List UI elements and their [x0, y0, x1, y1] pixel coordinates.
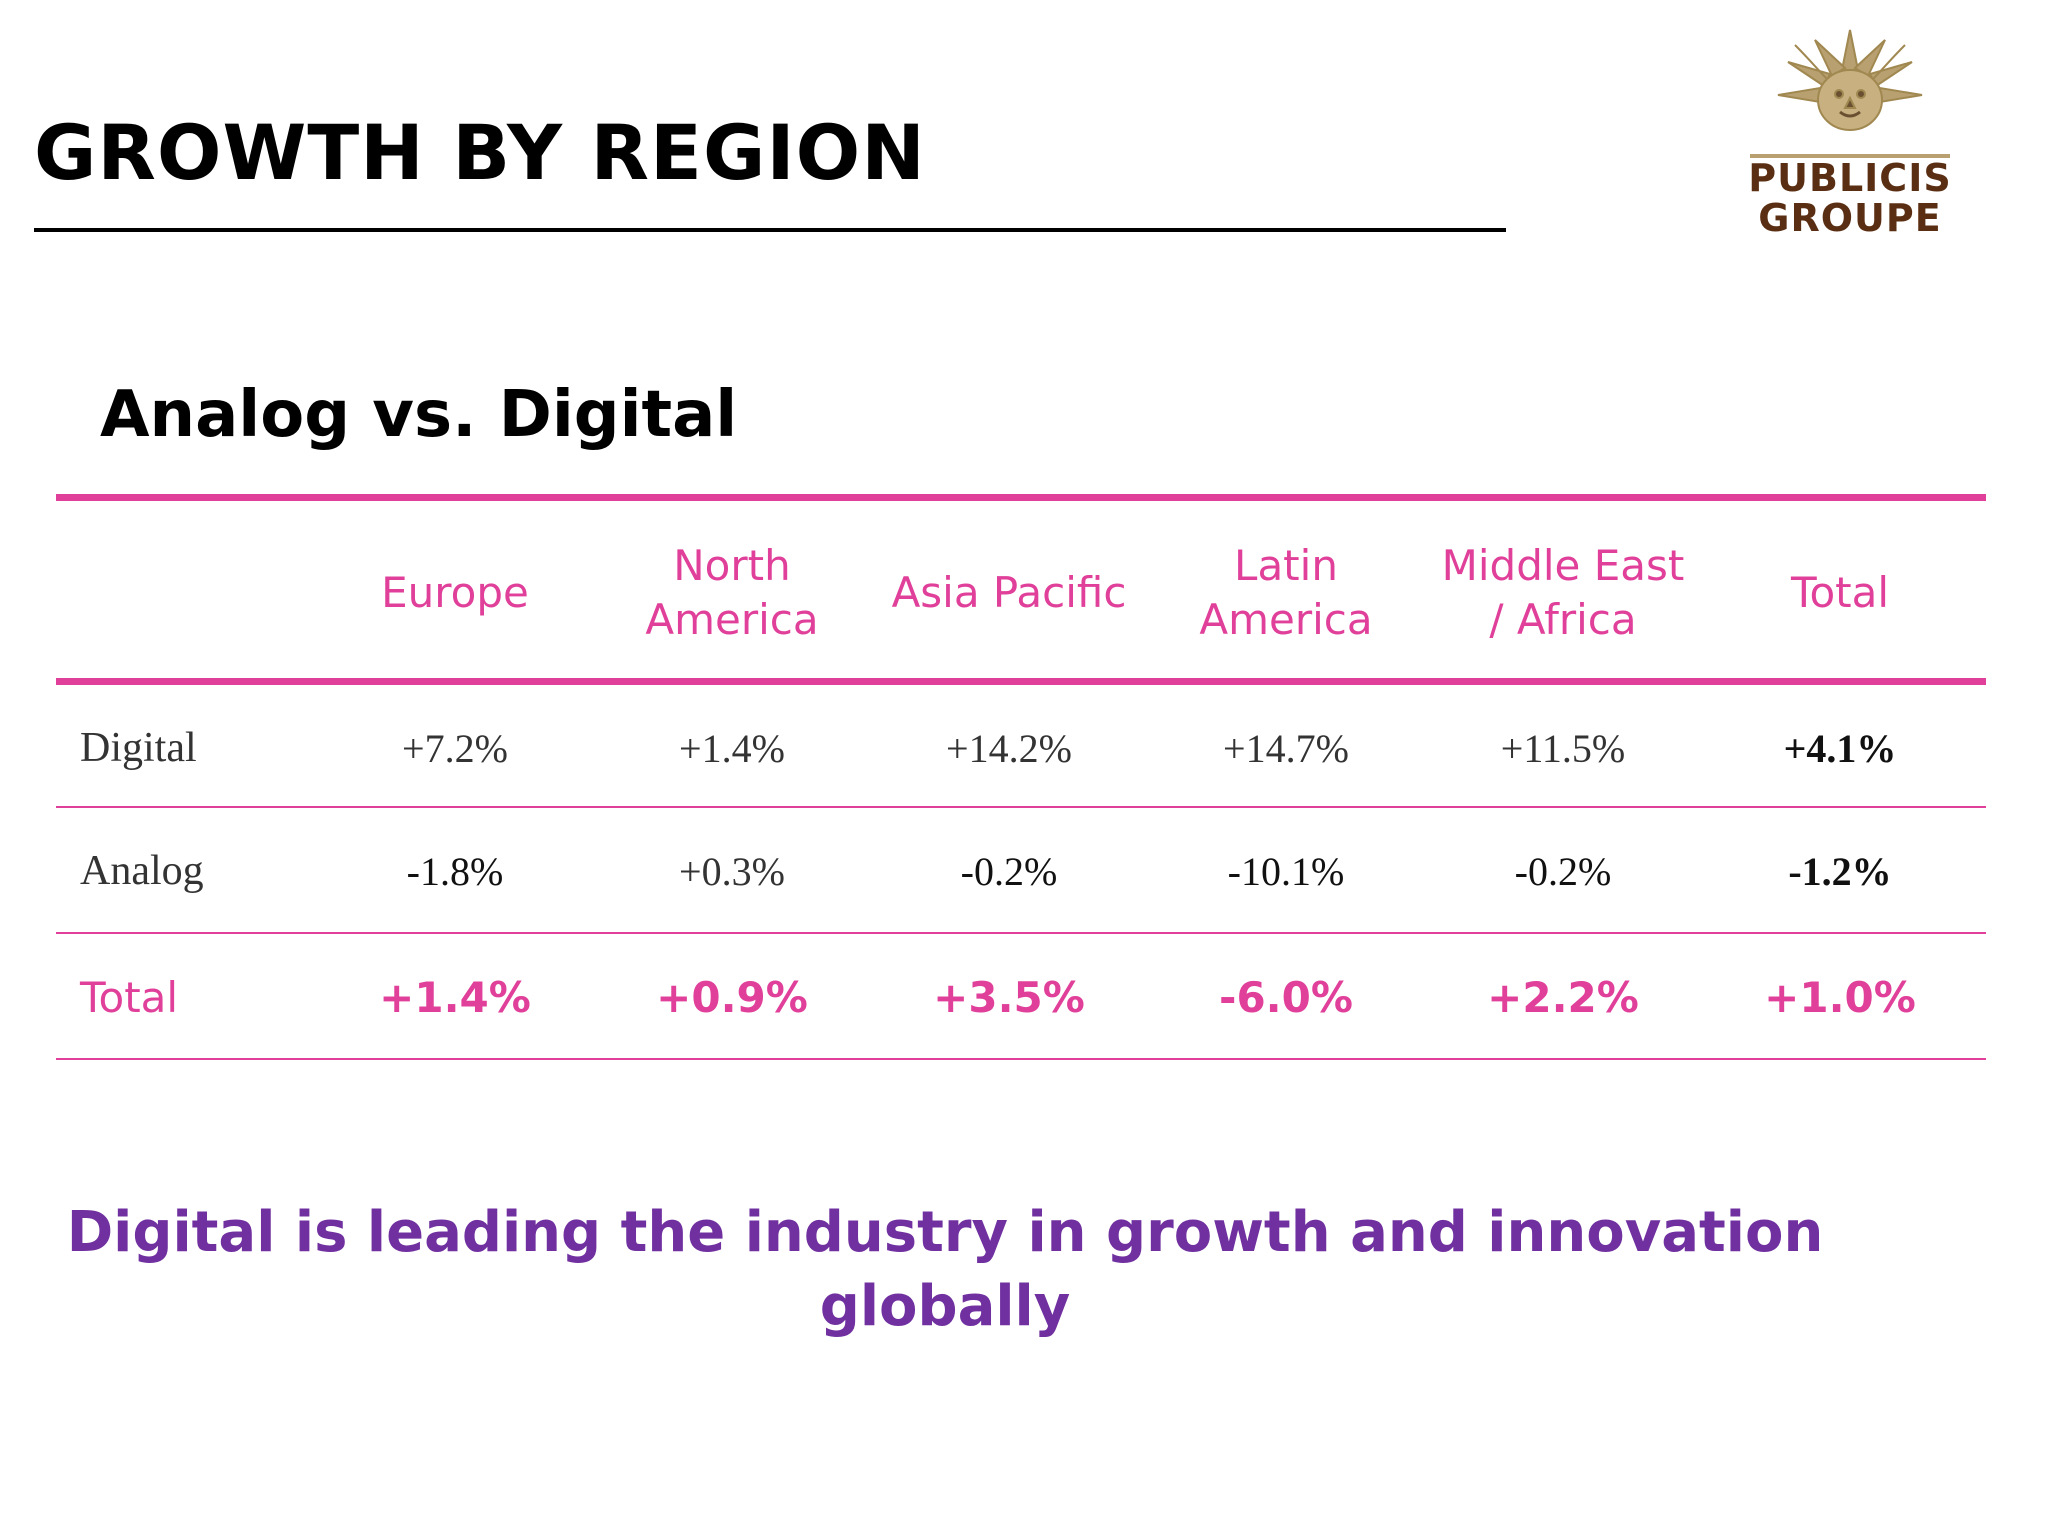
table-cell: +0.9% — [656, 972, 808, 1022]
row-label: Digital — [80, 725, 197, 771]
table-cell: -6.0% — [1219, 972, 1353, 1022]
table-top-rule — [56, 494, 1986, 501]
logo-text-groupe: GROUPE — [1758, 196, 1942, 240]
tagline: Digital is leading the industry in growt… — [66, 1200, 1824, 1339]
table-cell: +14.7% — [1223, 725, 1349, 771]
table-cell: +3.5% — [933, 972, 1085, 1022]
table-bottom-rule — [56, 1058, 1986, 1060]
header-asia-pacific: Asia Pacific — [891, 568, 1127, 617]
header-middle-east-africa: Middle East / Africa — [1441, 541, 1685, 644]
table-cell: +11.5% — [1500, 725, 1626, 771]
table-cell: -0.2% — [1514, 848, 1612, 894]
logo-text-publicis: PUBLICIS — [1748, 156, 1952, 200]
table-cell: +0.3% — [679, 848, 785, 894]
table-cell-total: +1.0% — [1764, 972, 1916, 1022]
header-bottom-rule — [56, 678, 1986, 685]
lion-sun-icon — [1750, 29, 1950, 158]
row-divider — [56, 806, 1986, 808]
table-cell: +1.4% — [379, 972, 531, 1022]
title-underline — [34, 228, 1506, 232]
publicis-logo: PUBLICIS GROUPE — [1730, 22, 1970, 242]
header-north-america: North America — [645, 541, 819, 644]
table-cell: +14.2% — [946, 725, 1072, 771]
row-label: Total — [80, 972, 179, 1022]
table-cell: -1.8% — [406, 848, 504, 894]
table-cell-total: -1.2% — [1788, 848, 1892, 894]
header-europe: Europe — [381, 568, 529, 617]
table-cell: +1.4% — [679, 725, 785, 771]
table-cell-total: +4.1% — [1783, 725, 1897, 771]
header-latin-america: Latin America — [1199, 541, 1373, 644]
table-cell: +2.2% — [1487, 972, 1639, 1022]
table-cell: +7.2% — [402, 725, 508, 771]
table-cell: -10.1% — [1227, 848, 1345, 894]
header-total: Total — [1790, 568, 1890, 617]
section-subtitle: Analog vs. Digital — [100, 378, 738, 452]
row-divider — [56, 932, 1986, 934]
slide-title: GROWTH BY REGION — [34, 108, 926, 197]
table-cell: -0.2% — [960, 848, 1058, 894]
row-label: Analog — [80, 848, 204, 894]
